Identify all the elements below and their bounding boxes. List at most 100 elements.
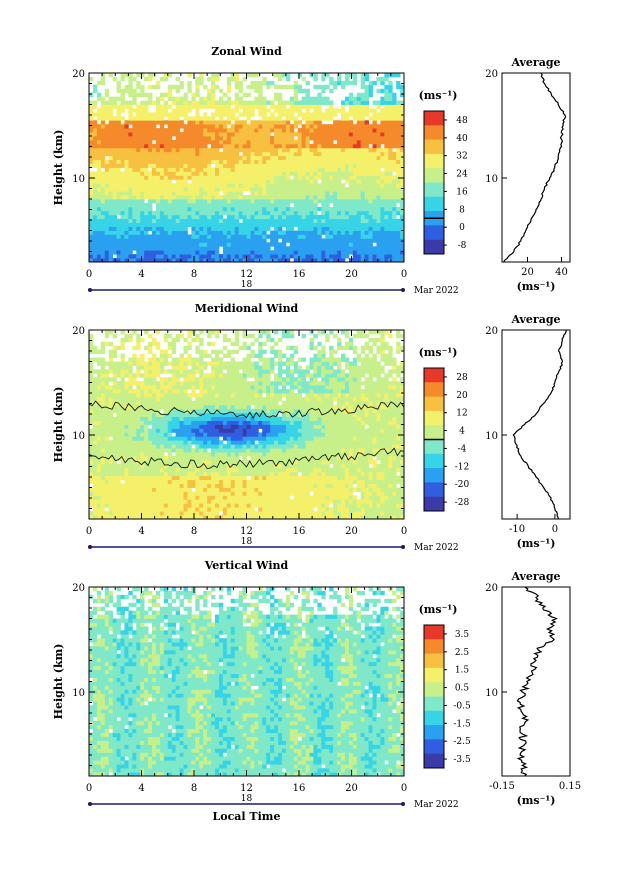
heatmap-cell <box>230 183 236 188</box>
heatmap-cell <box>262 96 267 101</box>
heatmap-cell <box>191 191 196 196</box>
heatmap-cell <box>325 254 330 259</box>
heatmap-cell <box>179 175 184 180</box>
heatmap-cell <box>226 175 232 180</box>
heatmap-cell <box>211 151 216 157</box>
heatmap-cell <box>187 214 192 220</box>
heatmap-cell <box>356 92 362 98</box>
heatmap-cell <box>215 132 220 137</box>
heatmap-cell <box>384 100 389 105</box>
heatmap-cell <box>124 171 129 176</box>
heatmap-cell <box>293 124 299 129</box>
heatmap-cell <box>356 475 362 481</box>
heatmap-cell <box>108 250 114 255</box>
heatmap-cell <box>297 167 303 172</box>
heatmap-cell <box>112 136 117 141</box>
heatmap-cell <box>132 218 137 224</box>
heatmap-cell <box>128 187 133 192</box>
heatmap-cell <box>238 467 243 473</box>
heatmap-cell <box>313 471 318 477</box>
heatmap-cell <box>191 479 196 484</box>
heatmap-cell <box>246 515 251 520</box>
heatmap-cell <box>108 96 114 101</box>
heatmap-cell <box>317 124 322 129</box>
heatmap-cell <box>171 147 177 153</box>
heatmap-cell <box>234 515 240 520</box>
heatmap-cell <box>309 116 314 121</box>
heatmap-cell <box>250 491 255 496</box>
heatmap-cell <box>254 475 259 481</box>
heatmap-cell <box>112 475 117 481</box>
heatmap-cell <box>112 250 117 255</box>
heatmap-cell <box>254 124 259 129</box>
heatmap-cell <box>238 179 243 184</box>
heatmap-cell <box>285 230 291 235</box>
heatmap-cell <box>356 151 362 157</box>
heatmap-cell <box>352 226 358 231</box>
heatmap-cell <box>226 202 232 208</box>
heatmap-cell <box>321 171 326 176</box>
heatmap-cell <box>278 210 283 216</box>
heatmap-cell <box>234 104 240 109</box>
heatmap-cell <box>140 88 145 94</box>
heatmap-cell <box>392 230 397 235</box>
heatmap-cell <box>104 258 110 263</box>
heatmap-cell <box>344 471 350 477</box>
heatmap-cell <box>183 467 188 473</box>
heatmap-cell <box>337 250 342 255</box>
heatmap-cell <box>360 108 366 113</box>
heatmap-cell <box>230 226 236 231</box>
heatmap-cell <box>136 132 141 137</box>
heatmap-cell <box>313 503 318 508</box>
heatmap-cell <box>285 76 291 82</box>
heatmap-cell <box>187 471 192 477</box>
heatmap-cell <box>400 179 405 184</box>
heatmap-cell <box>400 116 405 121</box>
heatmap-cell <box>317 171 322 176</box>
heatmap-cell <box>230 195 236 200</box>
heatmap-cell <box>301 483 306 488</box>
heatmap-cell <box>159 254 165 259</box>
heatmap-cell <box>175 175 180 180</box>
heatmap-cell <box>92 179 98 184</box>
heatmap-cell <box>211 88 216 94</box>
heatmap-cell <box>400 242 405 247</box>
heatmap-cell <box>352 479 358 484</box>
heatmap-cell <box>337 246 342 251</box>
heatmap-cell <box>396 143 401 149</box>
heatmap-cell <box>325 147 330 153</box>
heatmap-cell <box>238 84 243 90</box>
heatmap-cell <box>183 495 188 500</box>
heatmap-cell <box>124 73 129 78</box>
heatmap-cell <box>384 491 389 496</box>
heatmap-cell <box>392 202 397 208</box>
heatmap-cell <box>144 479 149 484</box>
heatmap-cell <box>148 250 153 255</box>
heatmap-cell <box>333 171 338 176</box>
heatmap-cell <box>309 183 314 188</box>
heatmap-cell <box>301 128 306 133</box>
heatmap-cell <box>266 511 271 516</box>
heatmap-cell <box>120 491 125 496</box>
heatmap-cell <box>199 73 204 78</box>
heatmap-cell <box>348 452 354 457</box>
heatmap-cell <box>258 84 263 90</box>
heatmap-cell <box>100 139 106 145</box>
heatmap-cell <box>384 175 389 180</box>
heatmap-cell <box>297 218 303 224</box>
heatmap-cell <box>108 151 114 157</box>
heatmap-cell <box>317 199 322 204</box>
heatmap-cell <box>136 73 141 78</box>
heatmap-cell <box>179 230 184 235</box>
heatmap-cell <box>100 73 106 78</box>
heatmap-cell <box>246 222 251 227</box>
heatmap-cell <box>297 159 303 164</box>
heatmap-cell <box>301 143 306 149</box>
heatmap-cell <box>297 84 303 90</box>
heatmap-cell <box>270 471 275 477</box>
heatmap-cell <box>364 155 369 161</box>
heatmap-cell <box>104 463 110 469</box>
heatmap-cell <box>317 499 322 504</box>
heatmap-cell <box>89 120 94 125</box>
heatmap-cell <box>104 151 110 157</box>
